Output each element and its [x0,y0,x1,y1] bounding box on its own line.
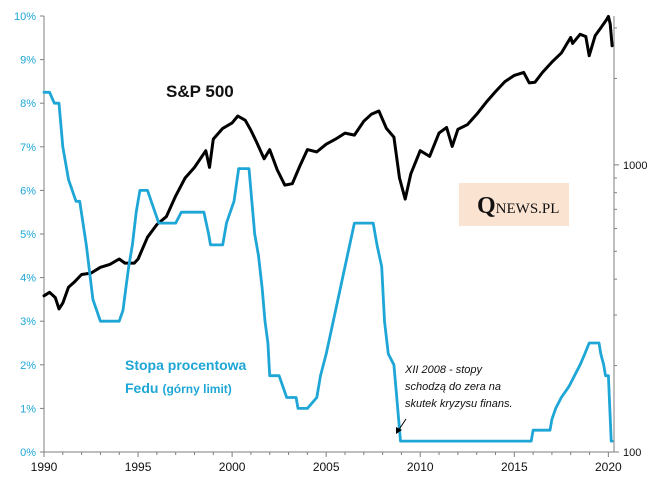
x-tick-label: 1995 [125,460,152,474]
y-left-tick-label: 4% [20,273,36,285]
rate-label-line2: Fedu (górny limit) [125,380,232,396]
annotation-line-2: schodzą do zera na [405,381,501,393]
x-tick-label: 1990 [31,460,58,474]
x-tick-label: 2005 [313,460,340,474]
axes [40,15,619,457]
x-tick-label: 2015 [501,460,528,474]
y-left-tick-label: 8% [20,98,36,110]
y-left-tick-label: 6% [20,185,36,197]
x-tick-label: 2010 [407,460,434,474]
sp500-label: S&P 500 [166,82,234,101]
annotation-arrowhead [396,427,402,434]
series-layer [42,14,614,443]
y-left-tick-label: 1% [20,403,36,415]
annotation-line-3: skutek kryzysu finans. [405,398,513,410]
rate-label-sub: (górny limit) [162,382,231,396]
y-left-tick-label: 9% [20,55,36,67]
y-left-tick-label: 7% [20,142,36,154]
annotation: XII 2008 - stopy schodzą do zera na skut… [396,364,513,434]
y-right-tick-label: 1000 [623,160,647,172]
y-left-tick-label: 0% [20,447,36,459]
rate-label-line1: Stopa procentowa [125,357,247,373]
x-tick-label: 2000 [219,460,246,474]
logo: QNEWS.PL [477,193,559,219]
y-left-tick-label: 2% [20,360,36,372]
logo-q: Q [477,193,496,219]
y-right-tick-label: 100 [623,447,641,459]
y-left-tick-label: 3% [20,316,36,328]
logo-text: NEWS.PL [496,201,560,217]
x-tick-label: 2020 [595,460,622,474]
fed-rate-line [42,90,614,443]
y-left-tick-label: 10% [14,11,36,23]
logo-background [459,183,569,226]
y-left-tick-label: 5% [20,229,36,241]
rate-label-fedu: Fedu [125,380,158,396]
sp500-line [42,14,614,311]
tick-labels: 0% 1% 2% 3% 4% 5% 6% 7% 8% 9% 10% 100 1000 1990 1995 20… [14,11,648,474]
annotation-line-1: XII 2008 - stopy [404,364,484,376]
